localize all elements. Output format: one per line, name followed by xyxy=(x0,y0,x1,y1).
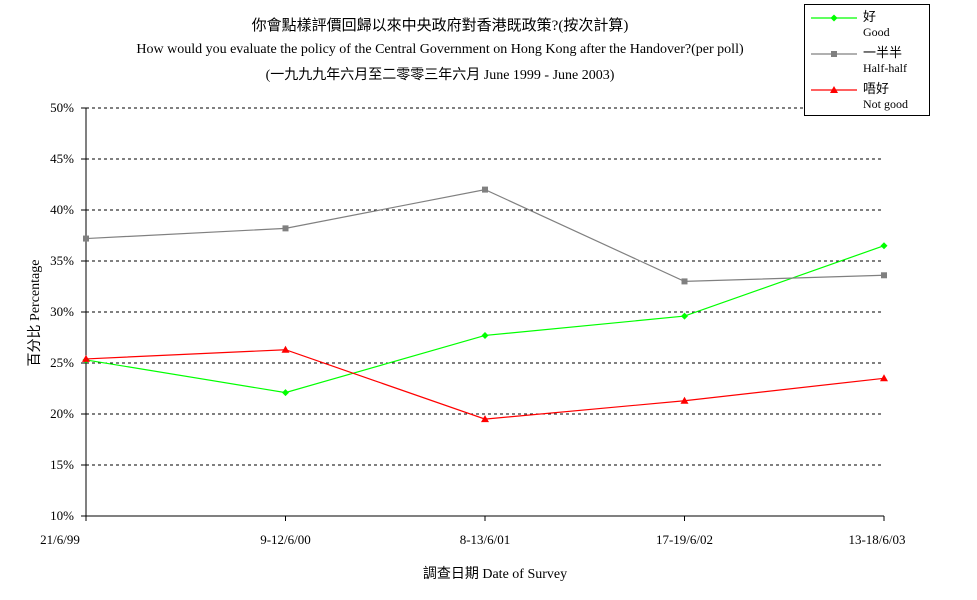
legend-label-zh: 好 xyxy=(863,9,877,24)
x-axis-label: 調查日期 Date of Survey xyxy=(422,567,568,582)
legend-marker xyxy=(830,14,838,22)
legend-label-en: Not good xyxy=(863,97,908,111)
chart-title-zh: 你會點樣評價回歸以來中央政府對香港既政策?(按次計算) xyxy=(251,18,629,34)
legend-symbol-good xyxy=(811,14,857,22)
y-axis-label: 百分比 Percentage xyxy=(28,259,43,367)
data-point xyxy=(880,242,888,250)
y-tick-label: 35% xyxy=(50,253,74,268)
legend-label-zh: 唔好 xyxy=(863,81,890,96)
data-point xyxy=(481,415,489,423)
y-tick-label: 45% xyxy=(50,151,74,166)
legend-symbol-half xyxy=(811,51,857,57)
data-point xyxy=(881,272,887,279)
legend-label-zh: 一半半 xyxy=(863,45,903,60)
legend-item-good: 好 Good xyxy=(805,7,929,43)
x-tick-label: 13-18/6/03 xyxy=(848,532,906,547)
data-point xyxy=(680,396,689,404)
legend-marker xyxy=(831,51,837,57)
chart-legend: 好 Good 一半半 Half-half 唔好 Not good xyxy=(804,4,930,116)
data-point xyxy=(681,312,688,320)
data-point xyxy=(282,225,289,232)
y-tick-label: 30% xyxy=(50,304,74,319)
data-point xyxy=(82,354,90,362)
series-line-0 xyxy=(85,245,885,394)
chart-period: (一九九九年六月至二零零三年六月 June 1999 - June 2003) xyxy=(265,68,615,83)
legend-item-half: 一半半 Half-half xyxy=(805,43,929,79)
y-tick-label: 50% xyxy=(50,100,74,115)
y-tick-label: 40% xyxy=(50,202,74,217)
legend-label-en: Good xyxy=(863,25,890,39)
y-tick-label: 15% xyxy=(50,457,74,472)
chart-title-en: How would you evaluate the policy of the… xyxy=(136,42,744,57)
data-point xyxy=(681,278,688,285)
data-point xyxy=(880,374,888,382)
x-tick-label: 21/6/99 xyxy=(40,532,80,547)
series-line-1 xyxy=(85,188,885,283)
data-point xyxy=(281,345,290,353)
series-line-2 xyxy=(85,349,885,420)
x-tick-label: 9-12/6/00 xyxy=(260,532,311,547)
data-point xyxy=(83,235,89,242)
x-tick-label: 17-19/6/02 xyxy=(655,532,714,547)
x-tick-label: 8-13/6/01 xyxy=(459,532,511,547)
legend-item-not-good: 唔好 Not good xyxy=(805,79,929,115)
data-point xyxy=(481,331,489,339)
legend-marker xyxy=(830,86,838,93)
y-tick-label: 20% xyxy=(50,406,74,421)
data-point xyxy=(482,186,488,193)
legend-label-en: Half-half xyxy=(863,61,907,75)
data-point xyxy=(282,389,289,397)
y-tick-label: 25% xyxy=(50,355,74,370)
legend-symbol-not-good xyxy=(811,86,857,93)
y-tick-label: 10% xyxy=(50,508,74,523)
